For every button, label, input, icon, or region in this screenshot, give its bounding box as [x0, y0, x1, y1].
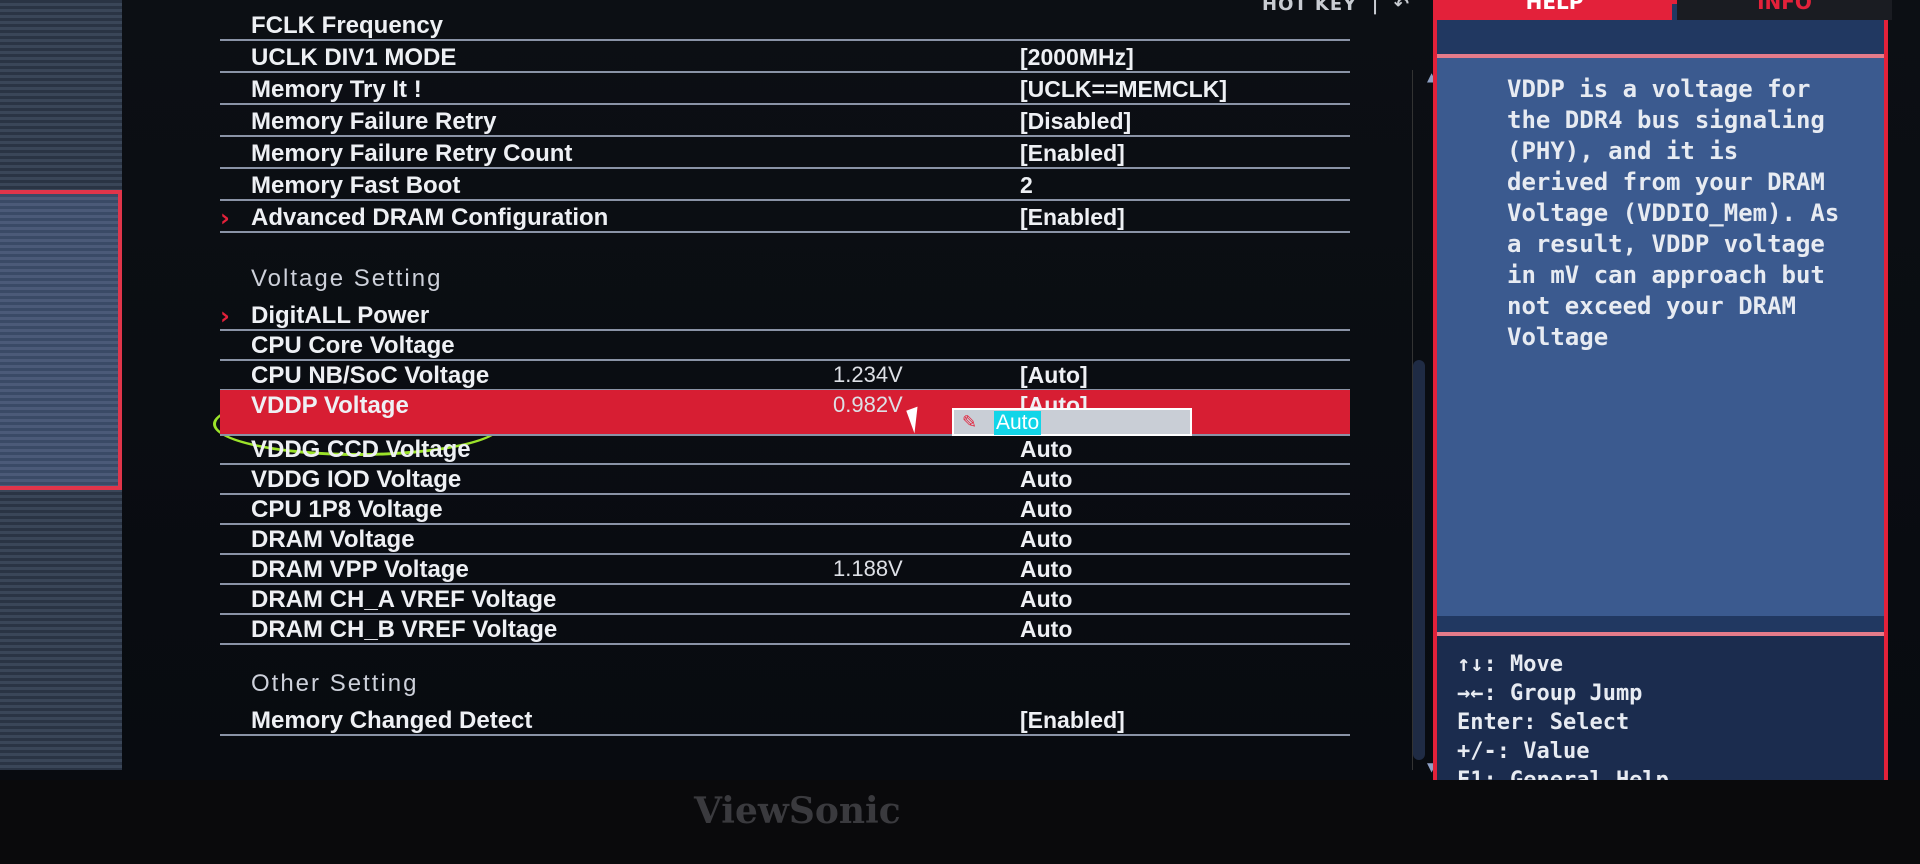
value-edit-box[interactable]: ✎ Auto: [952, 408, 1192, 436]
setting-row[interactable]: DRAM CH_A VREF Voltage Auto: [220, 584, 1350, 615]
setting-row[interactable]: DRAM Voltage Auto: [220, 524, 1350, 555]
setting-value[interactable]: Auto: [1020, 616, 1073, 642]
setting-value[interactable]: Auto: [1020, 496, 1073, 522]
setting-label: VDDG CCD Voltage: [251, 436, 471, 463]
setting-row[interactable]: Memory Fast Boot 2: [220, 170, 1350, 201]
pencil-icon: ✎: [962, 412, 978, 433]
edit-value[interactable]: Auto: [994, 411, 1042, 435]
submenu-chevron-icon: ›: [220, 204, 230, 232]
setting-row[interactable]: › Advanced DRAM Configuration [Enabled]: [220, 202, 1350, 233]
setting-label: Memory Fast Boot: [251, 172, 461, 199]
setting-value[interactable]: [UCLK==MEMCLK]: [1020, 76, 1227, 102]
setting-value[interactable]: [Disabled]: [1020, 108, 1132, 134]
setting-row[interactable]: FCLK Frequency: [220, 10, 1350, 41]
setting-row[interactable]: Memory Failure Retry [Disabled]: [220, 106, 1350, 137]
setting-label: DRAM VPP Voltage: [251, 556, 469, 583]
section-header-other: Other Setting: [251, 670, 419, 697]
tab-help[interactable]: HELP: [1437, 0, 1672, 20]
setting-label: Memory Failure Retry: [251, 108, 497, 135]
voltage-reading: 1.234V: [833, 362, 903, 387]
setting-label: DRAM Voltage: [251, 526, 415, 553]
setting-label: DigitALL Power: [251, 302, 430, 329]
scroll-thumb[interactable]: [1413, 360, 1425, 760]
section-header-voltage: Voltage Setting: [251, 265, 443, 292]
hotkey-bar[interactable]: HOT KEY | ↶: [1262, 0, 1410, 15]
side-menu-tile-active[interactable]: [0, 190, 122, 490]
setting-label: VDDG IOD Voltage: [251, 466, 462, 493]
key-value: +/-: Value: [1457, 739, 1590, 764]
setting-row[interactable]: DRAM CH_B VREF Voltage Auto: [220, 614, 1350, 645]
mouse-pointer-icon: [906, 406, 926, 434]
setting-label: VDDP Voltage: [251, 392, 409, 419]
monitor-bezel: [0, 780, 1920, 864]
setting-row-selected[interactable]: VDDP Voltage 0.982V [Auto] ✎ Auto: [220, 390, 1350, 436]
setting-label: DRAM CH_B VREF Voltage: [251, 616, 558, 643]
setting-value[interactable]: 2: [1020, 172, 1033, 198]
bios-screen: HOT KEY | ↶ ▲ ▼ HELP INFO VDDP is a volt…: [0, 0, 1920, 796]
undo-arrow-icon[interactable]: ↶: [1393, 0, 1410, 15]
setting-value[interactable]: Auto: [1020, 556, 1073, 582]
setting-row[interactable]: CPU 1P8 Voltage Auto: [220, 494, 1350, 525]
setting-label: CPU NB/SoC Voltage: [251, 362, 490, 389]
setting-value[interactable]: Auto: [1020, 526, 1073, 552]
scroll-up-icon[interactable]: ▲: [1427, 70, 1437, 84]
setting-label: Memory Changed Detect: [251, 707, 533, 734]
setting-label: CPU 1P8 Voltage: [251, 496, 443, 523]
setting-label: Advanced DRAM Configuration: [251, 204, 609, 231]
setting-value[interactable]: [Enabled]: [1020, 204, 1125, 230]
setting-value[interactable]: Auto: [1020, 586, 1073, 612]
setting-label: Memory Failure Retry Count: [251, 140, 573, 167]
scroll-down-icon[interactable]: ▼: [1427, 760, 1437, 774]
help-panel: HELP INFO VDDP is a voltage for the DDR4…: [1433, 0, 1892, 796]
setting-row[interactable]: Memory Try It ! [UCLK==MEMCLK]: [220, 74, 1350, 105]
setting-row[interactable]: Memory Failure Retry Count [Enabled]: [220, 138, 1350, 169]
setting-label: DRAM CH_A VREF Voltage: [251, 586, 557, 613]
scrollbar[interactable]: ▲ ▼: [1412, 70, 1436, 774]
setting-row[interactable]: CPU Core Voltage: [220, 330, 1350, 361]
monitor-logo: ViewSonic: [694, 790, 901, 832]
setting-label: CPU Core Voltage: [251, 332, 455, 359]
key-move: ↑↓: Move: [1457, 652, 1563, 677]
voltage-reading: 0.982V: [833, 392, 903, 417]
key-legend: ↑↓: Move →←: Group Jump Enter: Select +/…: [1437, 632, 1884, 793]
voltage-reading: 1.188V: [833, 556, 903, 581]
submenu-chevron-icon: ›: [220, 302, 230, 330]
setting-row[interactable]: CPU NB/SoC Voltage 1.234V [Auto]: [220, 360, 1350, 391]
setting-value[interactable]: [Auto]: [1020, 362, 1088, 388]
key-select: Enter: Select: [1457, 710, 1630, 735]
tab-info[interactable]: INFO: [1677, 0, 1892, 20]
setting-value[interactable]: [2000MHz]: [1020, 44, 1134, 70]
help-text: VDDP is a voltage for the DDR4 bus signa…: [1437, 54, 1884, 616]
setting-row[interactable]: DRAM VPP Voltage 1.188V Auto: [220, 554, 1350, 585]
setting-row[interactable]: VDDG IOD Voltage Auto: [220, 464, 1350, 495]
setting-label: Memory Try It !: [251, 76, 422, 103]
setting-row[interactable]: VDDG CCD Voltage Auto: [220, 434, 1350, 465]
setting-value[interactable]: [Enabled]: [1020, 707, 1125, 733]
setting-value[interactable]: [Enabled]: [1020, 140, 1125, 166]
setting-label: UCLK DIV1 MODE: [251, 44, 457, 71]
setting-row[interactable]: Memory Changed Detect [Enabled]: [220, 705, 1350, 736]
setting-value[interactable]: Auto: [1020, 466, 1073, 492]
setting-row[interactable]: › DigitALL Power: [220, 300, 1350, 331]
key-group-jump: →←: Group Jump: [1457, 681, 1643, 706]
setting-value[interactable]: Auto: [1020, 436, 1073, 462]
setting-label: FCLK Frequency: [251, 12, 444, 39]
setting-row[interactable]: UCLK DIV1 MODE [2000MHz]: [220, 42, 1350, 73]
